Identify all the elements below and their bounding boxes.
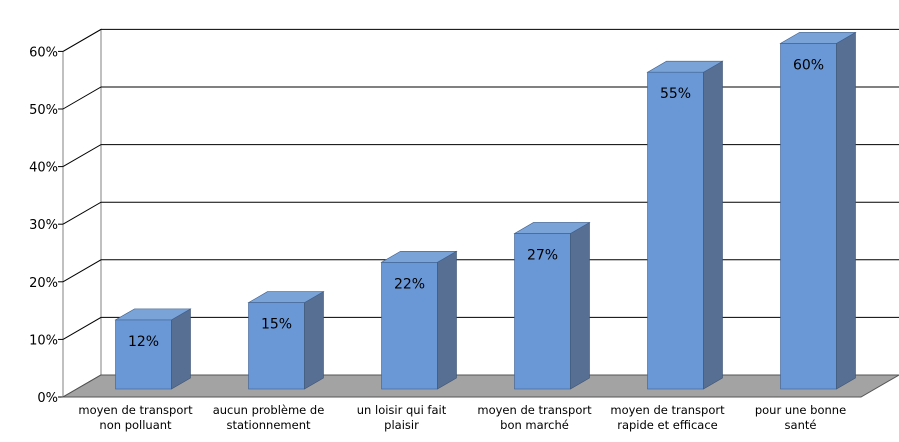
data-label: 27% xyxy=(527,247,558,263)
bar-side xyxy=(304,291,324,390)
category-label: rapide et efficace xyxy=(617,418,718,432)
bar xyxy=(115,319,172,390)
bar xyxy=(381,261,438,390)
category-label: un loisir qui fait xyxy=(357,403,447,417)
bar-top xyxy=(247,291,325,303)
bar xyxy=(514,233,571,390)
gridline xyxy=(62,316,899,340)
data-label: 60% xyxy=(793,57,824,73)
y-tick-label: 60% xyxy=(29,45,58,60)
y-tick-label: 10% xyxy=(29,333,58,348)
category-label: stationnement xyxy=(226,418,311,432)
gridline xyxy=(62,86,899,110)
category-label: santé xyxy=(785,418,817,432)
bar-side xyxy=(836,31,856,390)
bars xyxy=(114,31,857,390)
category-label: pour une bonne xyxy=(755,403,846,417)
gridline xyxy=(62,259,899,283)
bar-side xyxy=(703,60,723,390)
bar-top xyxy=(513,222,591,234)
bar-top xyxy=(646,60,724,73)
y-axis-ticks: 0% 10% 20% 30% 40% 50% 60% xyxy=(29,45,58,406)
data-label: 15% xyxy=(261,317,292,333)
data-label: 55% xyxy=(660,86,691,102)
category-label: non polluant xyxy=(99,418,172,432)
y-tick-label: 20% xyxy=(29,276,58,291)
data-labels: 12% 15% 22% 27% 55% 60% xyxy=(128,57,824,349)
gridline xyxy=(62,201,899,225)
data-label: 12% xyxy=(128,334,159,350)
bar-top xyxy=(779,32,857,44)
bar-side xyxy=(171,308,191,390)
gridline xyxy=(62,144,899,168)
bar-top xyxy=(380,250,458,263)
category-label: moyen de transport xyxy=(477,403,592,417)
y-tick-label: 40% xyxy=(29,161,58,176)
y-tick-label: 30% xyxy=(29,218,58,233)
category-label: aucun problème de xyxy=(213,403,325,417)
bar-side xyxy=(437,250,457,390)
bar-top xyxy=(114,308,192,321)
data-label: 22% xyxy=(394,276,425,292)
bar xyxy=(647,71,704,390)
category-label: plaisir xyxy=(384,418,419,432)
bar xyxy=(248,302,305,390)
y-tick-label: 0% xyxy=(37,391,58,406)
y-tick-label: 50% xyxy=(29,103,58,118)
bar xyxy=(780,43,837,390)
gridline xyxy=(62,28,899,52)
category-label: moyen de transport xyxy=(78,403,193,417)
bar-side xyxy=(570,221,590,390)
category-label: bon marché xyxy=(500,418,569,432)
category-label: moyen de transport xyxy=(610,403,725,417)
